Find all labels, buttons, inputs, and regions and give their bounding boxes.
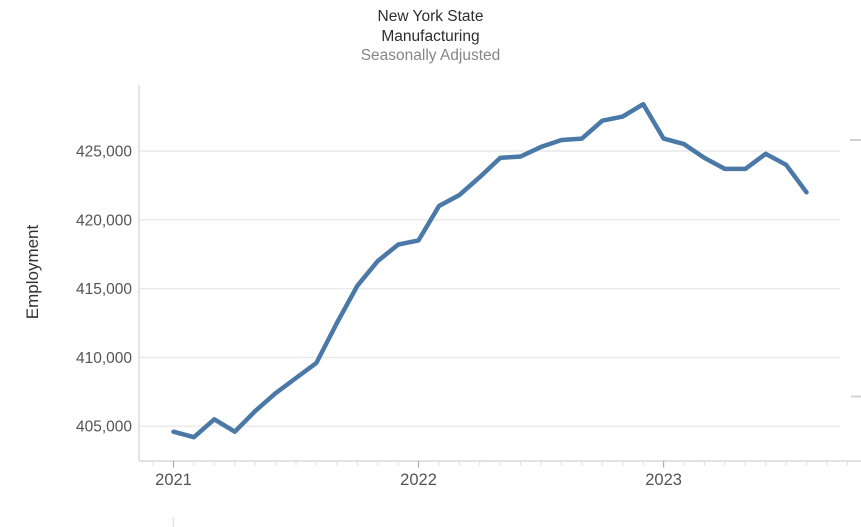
y-tick-label: 425,000 [76,144,132,161]
y-tick-label: 415,000 [76,281,132,298]
employment-line [171,101,809,440]
x-tick-label: 2023 [645,471,682,489]
cropped-neighbor-mark [851,395,861,398]
chart-title-line2: Manufacturing [381,27,480,45]
x-tick-label: 2022 [400,471,437,489]
y-tick-label: 410,000 [76,350,132,367]
chart-subtitle: Seasonally Adjusted [360,47,501,64]
cropped-neighbor-mark [850,139,861,141]
x-tick-label: 2021 [155,471,192,489]
y-tick-label: 420,000 [76,212,132,229]
cropped-neighbor-mark [172,517,175,527]
chart-title-line1: New York State [377,8,484,25]
chart-title: New York State Manufacturing Seasonally … [0,7,861,66]
y-tick-label: 405,000 [76,419,132,436]
